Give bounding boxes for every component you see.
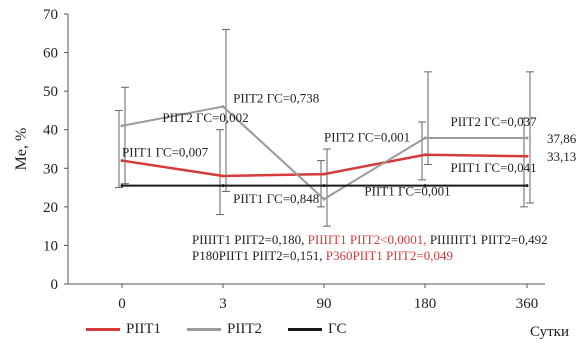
- y-axis-label: Me, %: [13, 128, 30, 171]
- p-value-annotation: PIIT1 ГС=0,041: [451, 160, 537, 175]
- p-value-annotation: PIIT1 ГС=0,007: [122, 145, 209, 160]
- y-tick-label: 10: [43, 238, 58, 254]
- x-tick-label: 3: [219, 296, 227, 312]
- series-end-label: 37,86: [547, 131, 577, 146]
- legend-swatch-gs: [288, 328, 322, 331]
- stats-segment: PIIIIT1 PIIT2<0,0001,: [308, 232, 430, 247]
- p-value-annotation: PIIT2 ГС=0,002: [162, 110, 248, 125]
- p-value-annotation: PIIT1 ГС=0,001: [364, 183, 450, 198]
- legend-item-gs: ГС: [288, 321, 346, 338]
- y-tick-label: 20: [43, 200, 58, 216]
- y-tick-label: 70: [43, 7, 58, 23]
- data-point: [322, 172, 326, 176]
- data-point: [423, 184, 427, 188]
- x-tick-label: 360: [516, 296, 539, 312]
- data-point: [525, 184, 529, 188]
- y-tick-label: 30: [43, 161, 58, 177]
- data-point: [322, 197, 326, 201]
- legend-label-piit1: PIIT1: [126, 321, 161, 337]
- p-value-annotation: PIIT2 ГС=0,037: [451, 114, 538, 129]
- y-tick-label: 60: [43, 46, 58, 62]
- stats-segment: P180PIIT1 PIIT2=0,151,: [192, 248, 326, 263]
- data-point: [322, 184, 326, 188]
- data-point: [221, 184, 225, 188]
- stats-line: P180PIIT1 PIIT2=0,151, P360PIIT1 PIIT2=0…: [192, 248, 453, 263]
- legend-label-gs: ГС: [328, 321, 347, 337]
- p-value-annotation: PIIT1 ГС=0,848: [233, 191, 319, 206]
- legend-swatch-piit1: [86, 328, 120, 331]
- x-tick-label: 180: [414, 296, 437, 312]
- p-value-annotation: PIIT2 ГС=0,738: [233, 91, 319, 106]
- data-point: [221, 105, 225, 109]
- data-point: [221, 174, 225, 178]
- legend-swatch-piit2: [187, 328, 221, 331]
- y-tick-label: 40: [43, 123, 58, 139]
- y-tick-label: 0: [51, 277, 59, 293]
- stats-line: PIIIIT1 PIIT2=0,180, PIIIIT1 PIIT2<0,000…: [192, 232, 548, 247]
- legend: PIIT1 PIIT2 ГС: [86, 321, 346, 338]
- data-point: [423, 136, 427, 140]
- series-end-label: 33,13: [547, 149, 576, 164]
- legend-item-piit1: PIIT1: [86, 321, 161, 338]
- data-point: [120, 124, 124, 128]
- data-point: [525, 136, 529, 140]
- data-point: [120, 159, 124, 163]
- x-axis-unit-label: Сутки: [530, 324, 570, 340]
- x-tick-label: 0: [118, 296, 126, 312]
- data-point: [525, 154, 529, 158]
- x-tick-label: 90: [317, 296, 332, 312]
- data-point: [423, 153, 427, 157]
- legend-label-piit2: PIIT2: [227, 321, 262, 337]
- p-value-annotation: PIIT2 ГС=0,001: [324, 129, 410, 144]
- legend-item-piit2: PIIT2: [187, 321, 262, 338]
- stats-segment: PIIIIIIT1 PIIT2=0,492: [430, 232, 548, 247]
- y-tick-label: 50: [43, 84, 58, 100]
- stats-segment: PIIIIT1 PIIT2=0,180,: [192, 232, 308, 247]
- stats-segment: P360PIIT1 PIIT2=0,049: [326, 248, 453, 263]
- data-point: [120, 184, 124, 188]
